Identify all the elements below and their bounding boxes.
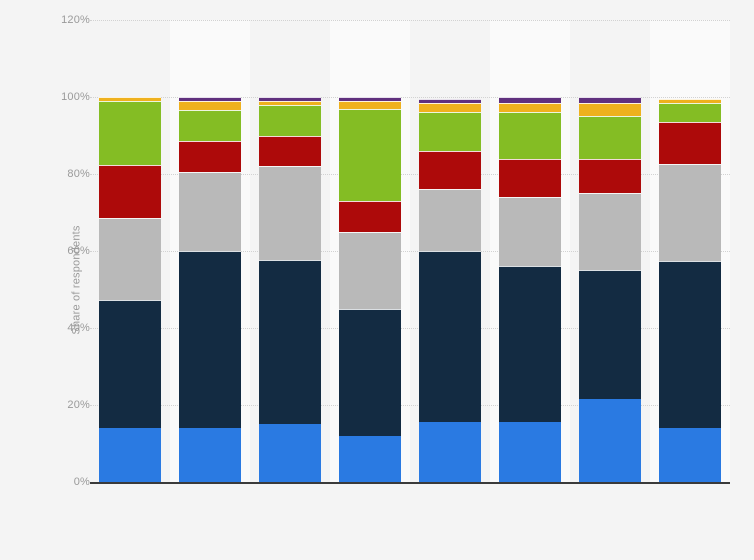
- bar-segment[interactable]: [659, 98, 721, 103]
- bar-segment[interactable]: [659, 260, 721, 429]
- bar-segment[interactable]: [499, 112, 561, 159]
- bar-segment[interactable]: [99, 97, 161, 101]
- bar-segment[interactable]: [419, 251, 481, 423]
- bar-segment[interactable]: [179, 97, 241, 101]
- bar-segment[interactable]: [579, 399, 641, 482]
- bar-segment[interactable]: [339, 200, 401, 232]
- axis-baseline: [90, 482, 730, 484]
- bar-column[interactable]: [179, 20, 241, 482]
- y-axis-title: Share of respondents: [70, 225, 83, 335]
- bar-column[interactable]: [99, 20, 161, 482]
- bar-segment[interactable]: [99, 100, 161, 166]
- gridline: [90, 174, 730, 175]
- bar-segment[interactable]: [179, 141, 241, 173]
- bar-segment[interactable]: [419, 422, 481, 482]
- bar-segment[interactable]: [179, 172, 241, 251]
- bar-segment[interactable]: [99, 217, 161, 300]
- bar-segment[interactable]: [579, 102, 641, 117]
- bar-segment[interactable]: [179, 428, 241, 482]
- bar-column[interactable]: [259, 20, 321, 482]
- y-axis-tick-label: 60%: [67, 245, 90, 257]
- bar-segment[interactable]: [579, 116, 641, 159]
- bar-segment[interactable]: [659, 164, 721, 261]
- bar-segment[interactable]: [419, 112, 481, 151]
- bar-segment[interactable]: [659, 122, 721, 165]
- bar-segment[interactable]: [499, 102, 561, 113]
- bar-segment[interactable]: [259, 135, 321, 167]
- bar-segment[interactable]: [419, 150, 481, 190]
- bar-segment[interactable]: [339, 97, 401, 101]
- gridline: [90, 328, 730, 329]
- gridline: [90, 20, 730, 21]
- bar-segment[interactable]: [499, 158, 561, 198]
- bar-column[interactable]: [659, 20, 721, 482]
- bar-segment[interactable]: [179, 251, 241, 429]
- bar-segment[interactable]: [339, 108, 401, 201]
- bar-segment[interactable]: [259, 424, 321, 482]
- bar-segment[interactable]: [99, 299, 161, 429]
- y-axis-tick-label: 120%: [61, 14, 90, 26]
- bar-segment[interactable]: [259, 97, 321, 101]
- bar-segment[interactable]: [339, 435, 401, 482]
- bar-segment[interactable]: [579, 270, 641, 400]
- y-axis-tick-label: 40%: [67, 322, 90, 334]
- bar-segment[interactable]: [579, 193, 641, 271]
- bar-segment[interactable]: [99, 165, 161, 218]
- bar-segment[interactable]: [499, 197, 561, 267]
- y-axis-tick-label: 100%: [61, 91, 90, 103]
- bar-column[interactable]: [339, 20, 401, 482]
- bar-column[interactable]: [579, 20, 641, 482]
- gridline: [90, 97, 730, 98]
- bar-segment[interactable]: [179, 100, 241, 111]
- bars-layer: [90, 20, 730, 482]
- bar-segment[interactable]: [499, 97, 561, 103]
- bar-segment[interactable]: [339, 100, 401, 109]
- plot-area: [90, 20, 730, 484]
- bar-segment[interactable]: [339, 308, 401, 436]
- bar-segment[interactable]: [259, 100, 321, 105]
- bar-segment[interactable]: [659, 428, 721, 482]
- bar-segment[interactable]: [259, 104, 321, 136]
- bar-segment[interactable]: [339, 231, 401, 309]
- bar-segment[interactable]: [99, 428, 161, 482]
- bar-segment[interactable]: [259, 259, 321, 425]
- bar-segment[interactable]: [179, 110, 241, 142]
- bar-segment[interactable]: [499, 266, 561, 423]
- y-axis-tick-label: 80%: [67, 168, 90, 180]
- gridline: [90, 405, 730, 406]
- gridline: [90, 251, 730, 252]
- bar-segment[interactable]: [419, 102, 481, 113]
- bar-column[interactable]: [499, 20, 561, 482]
- bar-segment[interactable]: [579, 97, 641, 103]
- bar-segment[interactable]: [419, 98, 481, 103]
- bar-segment[interactable]: [579, 158, 641, 194]
- bar-segment[interactable]: [259, 166, 321, 260]
- y-axis-tick-label: 0%: [73, 476, 90, 488]
- bar-segment[interactable]: [499, 422, 561, 482]
- bar-segment[interactable]: [659, 102, 721, 123]
- bar-column[interactable]: [419, 20, 481, 482]
- y-axis-tick-label: 20%: [67, 399, 90, 411]
- bar-segment[interactable]: [419, 189, 481, 251]
